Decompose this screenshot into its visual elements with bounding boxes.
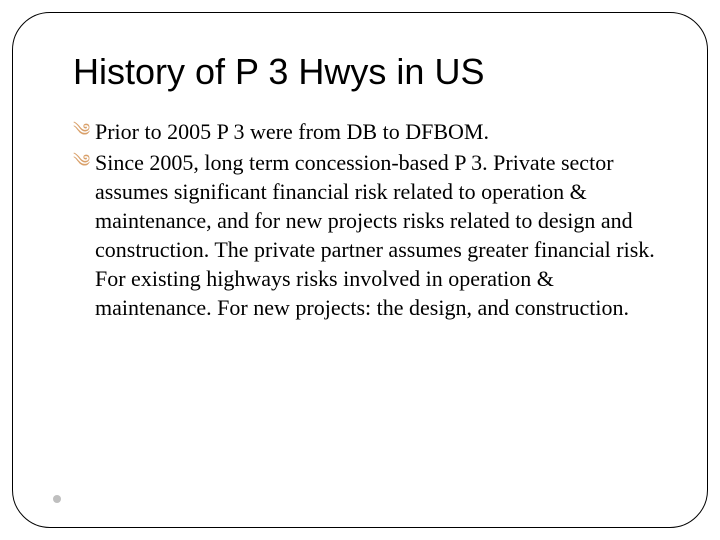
bullet-text: Since 2005, long term concession-based P… xyxy=(95,150,655,320)
slide-title: History of P 3 Hwys in US xyxy=(73,51,657,93)
bullet-list: ༄ Prior to 2005 P 3 were from DB to DFBO… xyxy=(63,117,657,322)
bullet-icon: ༄ xyxy=(73,150,90,174)
bullet-icon: ༄ xyxy=(73,119,90,143)
footer-indicator-dot xyxy=(53,495,61,503)
list-item: ༄ Since 2005, long term concession-based… xyxy=(73,148,657,322)
bullet-text: Prior to 2005 P 3 were from DB to DFBOM. xyxy=(95,119,489,144)
slide-frame: History of P 3 Hwys in US ༄ Prior to 200… xyxy=(12,12,708,528)
list-item: ༄ Prior to 2005 P 3 were from DB to DFBO… xyxy=(73,117,657,146)
